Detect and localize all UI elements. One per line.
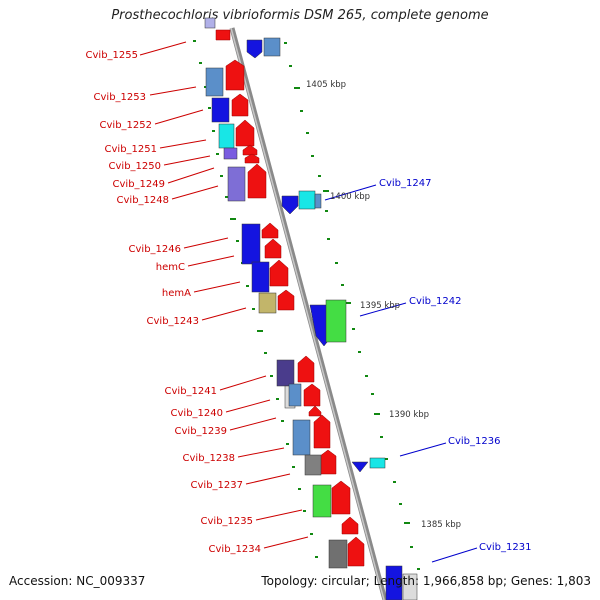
gene-arrow xyxy=(225,59,245,91)
gene-label: hemC xyxy=(156,262,185,273)
gene-arrow xyxy=(351,461,369,473)
gene-block xyxy=(385,565,403,600)
gene-block xyxy=(292,419,311,456)
gene-arrow xyxy=(308,405,322,417)
gene-arrow xyxy=(331,480,351,515)
right-leader-lines xyxy=(324,184,478,563)
gene-block xyxy=(314,193,322,209)
gene-label: Cvib_1253 xyxy=(94,92,146,103)
gene-arrow xyxy=(277,289,295,311)
forward-gene-arrows xyxy=(215,29,365,567)
gene-label: Cvib_1246 xyxy=(129,244,181,255)
gene-label: Cvib_1243 xyxy=(147,316,199,327)
gene-arrow xyxy=(313,414,331,449)
gene-label: Cvib_1242 xyxy=(409,296,461,307)
gene-arrow xyxy=(303,383,321,407)
gene-label: hemA xyxy=(162,288,191,299)
gene-arrow xyxy=(347,536,365,567)
gene-arrow xyxy=(319,449,337,475)
tick-label: 1395 kbp xyxy=(360,301,400,311)
gene-arrow xyxy=(247,163,267,199)
gene-label: Cvib_1236 xyxy=(448,436,500,447)
tick-labels: 1405 kbp 1400 kbp 1395 kbp 1390 kbp 1385… xyxy=(306,80,461,530)
gene-label: Cvib_1251 xyxy=(105,144,157,155)
gene-arrow xyxy=(246,39,263,59)
right-gene-labels: Cvib_1247 Cvib_1242 Cvib_1236 Cvib_1231 xyxy=(379,178,531,553)
gene-arrow xyxy=(235,119,255,147)
gene-label: Cvib_1247 xyxy=(379,178,431,189)
gene-block xyxy=(251,261,270,293)
gene-label: Cvib_1237 xyxy=(191,480,243,491)
gene-block xyxy=(241,223,261,265)
tick-label: 1400 kbp xyxy=(330,192,370,202)
gene-block xyxy=(402,573,418,600)
gene-label: Cvib_1248 xyxy=(117,195,169,206)
gene-label: Cvib_1234 xyxy=(209,544,261,555)
gene-block xyxy=(204,17,216,29)
gene-arrow xyxy=(297,355,315,383)
tick-label: 1390 kbp xyxy=(389,410,429,420)
genome-summary-text: Topology: circular; Length: 1,966,858 bp… xyxy=(261,574,591,588)
gene-arrow xyxy=(264,238,282,259)
gene-block xyxy=(312,484,332,518)
gene-arrow xyxy=(261,222,279,239)
gene-arrow xyxy=(281,195,299,215)
left-leader-lines xyxy=(139,41,309,549)
gene-block xyxy=(258,292,277,314)
tick-label: 1385 kbp xyxy=(421,520,461,530)
forward-gene-blocks xyxy=(204,17,348,569)
gene-label: Cvib_1231 xyxy=(479,542,531,553)
gene-label: Cvib_1252 xyxy=(100,120,152,131)
gene-block xyxy=(218,123,235,149)
gene-arrow xyxy=(231,93,249,117)
gene-block xyxy=(205,67,224,97)
reverse-gene-blocks xyxy=(246,37,418,600)
gene-arrow xyxy=(341,516,359,535)
gene-block xyxy=(227,166,246,202)
gene-arrow xyxy=(215,29,231,41)
gene-block xyxy=(211,97,230,123)
gene-block xyxy=(298,190,316,210)
gene-arrow xyxy=(242,144,258,156)
accession-text: Accession: NC_009337 xyxy=(9,574,146,588)
gene-label: Cvib_1238 xyxy=(183,453,235,464)
gene-block xyxy=(288,383,302,407)
gene-label: Cvib_1241 xyxy=(165,386,217,397)
gene-block xyxy=(325,299,347,343)
gene-label: Cvib_1240 xyxy=(171,408,223,419)
left-gene-labels: Cvib_1255 Cvib_1253 Cvib_1252 Cvib_1251 … xyxy=(86,50,261,555)
outer-dot-ring xyxy=(284,42,420,570)
gene-block xyxy=(223,147,238,160)
gene-label: Cvib_1235 xyxy=(201,516,253,527)
gene-arrow xyxy=(244,153,260,164)
gene-block xyxy=(304,454,322,476)
gene-block xyxy=(328,539,348,569)
gene-block xyxy=(276,359,295,387)
gene-block xyxy=(263,37,281,57)
genome-backbone-highlight xyxy=(230,27,385,600)
genome-backbone xyxy=(229,27,388,600)
gene-block xyxy=(369,457,386,469)
tick-label: 1405 kbp xyxy=(306,80,346,90)
gene-label: Cvib_1249 xyxy=(113,179,165,190)
gene-label: Cvib_1255 xyxy=(86,50,138,61)
gene-arrow xyxy=(269,259,289,287)
gene-label: Cvib_1250 xyxy=(109,161,161,172)
gene-label: Cvib_1239 xyxy=(175,426,227,437)
